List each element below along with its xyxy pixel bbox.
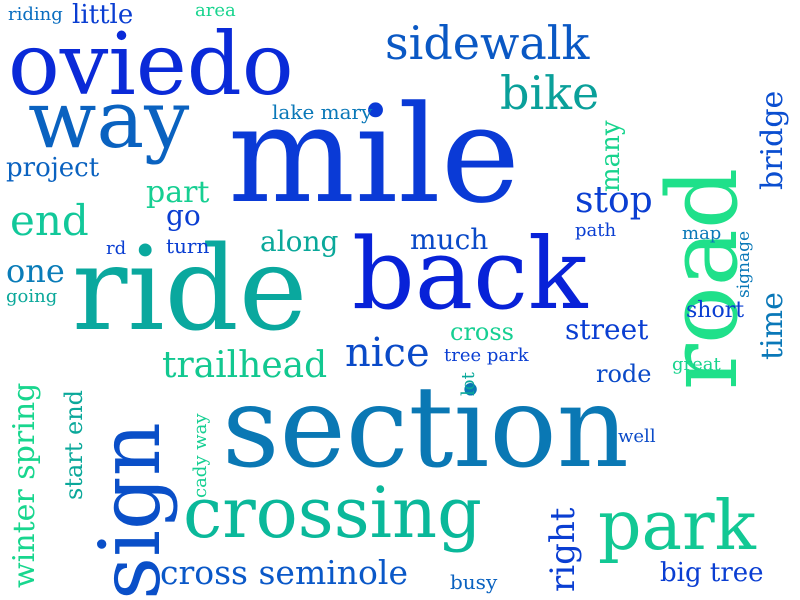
word-signage: signage xyxy=(734,230,754,298)
word-short: short xyxy=(686,298,745,323)
word-little: little xyxy=(72,0,134,30)
word-path: path xyxy=(575,220,617,241)
word-many: many xyxy=(596,120,626,192)
word-park: park xyxy=(598,487,756,566)
word-oviedo: oviedo xyxy=(8,15,294,115)
word-crossing: crossing xyxy=(183,472,482,554)
word-back: back xyxy=(352,218,588,332)
word-riding: riding xyxy=(8,4,63,25)
word-part: part xyxy=(146,175,210,210)
word-area: area xyxy=(195,0,236,21)
word-right: right xyxy=(543,507,583,592)
word-rd: rd xyxy=(106,238,127,259)
word-go: go xyxy=(166,199,201,232)
word-way: way xyxy=(28,73,190,166)
word-bridge: bridge xyxy=(755,90,790,190)
word-much: much xyxy=(410,223,489,256)
word-big-tree: big tree xyxy=(660,558,764,588)
word-end: end xyxy=(10,196,89,245)
word-stop: stop xyxy=(575,180,653,221)
word-bike: bike xyxy=(500,66,600,120)
word-street: street xyxy=(565,313,649,346)
word-going: going xyxy=(6,286,58,307)
word-winter-spring: winter spring xyxy=(7,382,42,588)
word-cady-way: cady way xyxy=(190,413,211,498)
word-cross-seminole: cross seminole xyxy=(160,553,408,592)
word-one: one xyxy=(6,252,65,290)
word-lot: lot xyxy=(458,372,479,396)
word-trailhead: trailhead xyxy=(162,345,328,386)
word-great: great xyxy=(672,354,721,375)
word-rode: rode xyxy=(596,360,652,388)
word-sidewalk: sidewalk xyxy=(385,16,590,70)
word-cross: cross xyxy=(450,318,514,346)
word-ride: ride xyxy=(72,222,308,357)
word-section: section xyxy=(222,363,629,493)
word-map: map xyxy=(682,223,722,244)
word-mile: mile xyxy=(228,77,521,233)
word-along: along xyxy=(260,225,339,258)
word-lake-mary: lake mary xyxy=(272,100,373,124)
word-turn: turn xyxy=(166,234,210,258)
word-time: time xyxy=(755,292,790,360)
word-well: well xyxy=(618,426,656,447)
word-project: project xyxy=(6,153,100,183)
word-nice: nice xyxy=(345,330,430,376)
word-start-end: start end xyxy=(60,389,88,500)
word-busy: busy xyxy=(450,570,498,594)
word-tree-park: tree park xyxy=(444,345,529,366)
